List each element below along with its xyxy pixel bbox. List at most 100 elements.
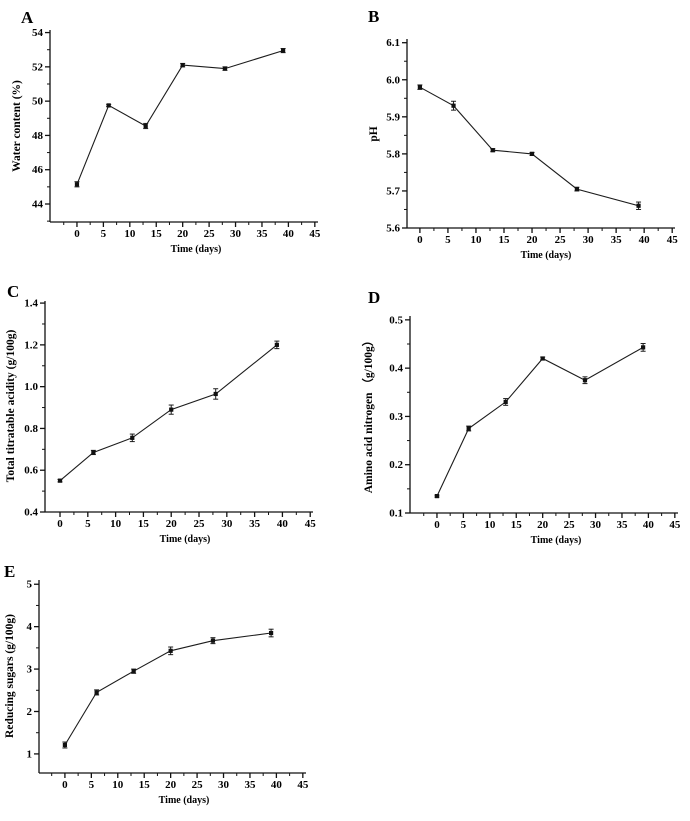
x-axis-label-time-e: Time (days) — [159, 795, 210, 806]
y-tick-label: 4 — [27, 621, 33, 633]
data-point-marker — [466, 426, 471, 431]
data-line — [76, 50, 284, 185]
data-line — [64, 632, 272, 746]
panel-letter-e: E — [4, 562, 16, 581]
chart-amino-acid-nitrogen: 0.1 0.2 0.3 0.4 0.5 0 5 10 15 20 25 30 35 40 45 — [389, 314, 681, 531]
y-axis-label-reducing-sugars: Reducing sugars (g/100g) — [4, 614, 16, 738]
data-point-marker — [168, 648, 173, 653]
x-tick-label: 30 — [218, 779, 230, 791]
x-tick-label: 20 — [527, 234, 539, 246]
x-tick-label: 20 — [165, 779, 177, 791]
x-tick-label: 0 — [57, 518, 63, 530]
x-tick-label: 15 — [139, 779, 151, 791]
x-tick-label: 5 — [85, 518, 91, 530]
y-tick-label: 5.8 — [386, 148, 400, 160]
data-point-marker — [94, 690, 99, 695]
y-tick-label: 1 — [27, 748, 33, 760]
y-tick-label: 6.1 — [386, 37, 400, 49]
x-tick-label: 5 — [89, 779, 95, 791]
y-tick-label: 0.4 — [24, 507, 38, 519]
y-axis-label-acidity: Total titratable acidity (g/100g) — [5, 330, 17, 483]
y-tick-label: 0.1 — [389, 508, 403, 520]
x-tick-label: 10 — [484, 519, 496, 531]
x-tick-label: 10 — [124, 228, 136, 240]
x-axis-label-time-b: Time (days) — [521, 250, 572, 261]
chart-titratable-acidity: 0.4 0.6 0.8 1.0 1.2 1.4 0 5 10 15 20 25 30 35 40 45 — [24, 298, 316, 530]
data-point-marker — [130, 435, 135, 440]
x-tick-label: 30 — [583, 234, 595, 246]
x-tick-label: 5 — [445, 234, 451, 246]
y-tick-label: 1.0 — [24, 381, 38, 393]
x-tick-label: 15 — [498, 234, 510, 246]
data-point-marker — [540, 356, 545, 361]
x-tick-label: 25 — [192, 779, 204, 791]
x-tick-label: 40 — [271, 779, 283, 791]
data-point-marker — [451, 103, 456, 108]
data-point-marker — [222, 66, 228, 71]
y-tick-label: 2 — [27, 706, 33, 718]
data-line — [419, 86, 639, 207]
x-tick-label: 35 — [616, 519, 628, 531]
data-point-marker — [281, 48, 286, 53]
data-point-marker — [434, 494, 440, 499]
y-tick-label: 0.3 — [389, 411, 403, 423]
x-tick-label: 30 — [590, 519, 602, 531]
data-point-marker — [143, 123, 148, 129]
x-tick-label: 20 — [177, 228, 189, 240]
x-axis-label-time-a: Time (days) — [171, 244, 222, 255]
data-point-marker — [169, 407, 174, 412]
data-point-marker — [274, 342, 279, 347]
data-point-marker — [131, 669, 136, 674]
data-point-marker — [582, 378, 588, 383]
x-tick-label: 15 — [151, 228, 163, 240]
panel-letter-c: C — [7, 282, 20, 301]
y-tick-label: 3 — [27, 664, 33, 676]
x-axis-label-time-d: Time (days) — [531, 535, 582, 546]
x-axis-label-time-c: Time (days) — [160, 534, 211, 545]
y-tick-label: 1.2 — [24, 339, 38, 351]
x-tick-label: 20 — [537, 519, 549, 531]
y-tick-label: 5 — [27, 579, 33, 591]
data-point-marker — [106, 103, 111, 108]
x-tick-label: 30 — [230, 228, 242, 240]
x-tick-label: 15 — [511, 519, 523, 531]
chart-water-content: 44 46 48 50 52 54 0 5 10 15 20 25 30 35 40 45 — [32, 27, 321, 240]
y-tick-label: 1.4 — [24, 298, 38, 310]
data-point-marker — [213, 391, 218, 397]
x-tick-label: 0 — [74, 228, 80, 240]
y-tick-label: 52 — [32, 61, 44, 73]
x-tick-label: 25 — [204, 228, 216, 240]
x-tick-label: 0 — [62, 779, 68, 791]
y-axis-label-amino-nitrogen: Amino acid nitrogen （g/100g） — [361, 335, 375, 494]
y-tick-label: 5.7 — [386, 185, 400, 197]
x-tick-label: 40 — [643, 519, 655, 531]
y-tick-label: 44 — [32, 199, 44, 211]
y-tick-label: 48 — [32, 130, 44, 142]
x-tick-label: 35 — [244, 779, 256, 791]
data-point-marker — [641, 345, 646, 350]
x-tick-label: 45 — [669, 519, 681, 531]
x-tick-label: 10 — [112, 779, 124, 791]
x-tick-label: 25 — [564, 519, 576, 531]
x-tick-label: 40 — [639, 234, 651, 246]
data-point-marker — [503, 399, 508, 405]
y-tick-label: 0.6 — [24, 465, 38, 477]
x-tick-label: 10 — [470, 234, 482, 246]
x-tick-label: 5 — [101, 228, 107, 240]
data-point-marker — [636, 203, 641, 208]
x-tick-label: 20 — [166, 518, 178, 530]
data-point-marker — [417, 85, 422, 90]
y-tick-label: 54 — [32, 27, 44, 39]
x-tick-label: 35 — [611, 234, 623, 246]
x-tick-label: 45 — [667, 234, 679, 246]
data-point-marker — [91, 450, 96, 455]
x-tick-label: 45 — [305, 518, 317, 530]
y-axis-label-ph: pH — [368, 126, 380, 141]
data-line — [436, 346, 644, 497]
y-tick-label: 6.0 — [386, 74, 400, 86]
x-tick-label: 40 — [277, 518, 289, 530]
data-point-marker — [180, 63, 185, 68]
y-tick-label: 5.9 — [386, 111, 400, 123]
